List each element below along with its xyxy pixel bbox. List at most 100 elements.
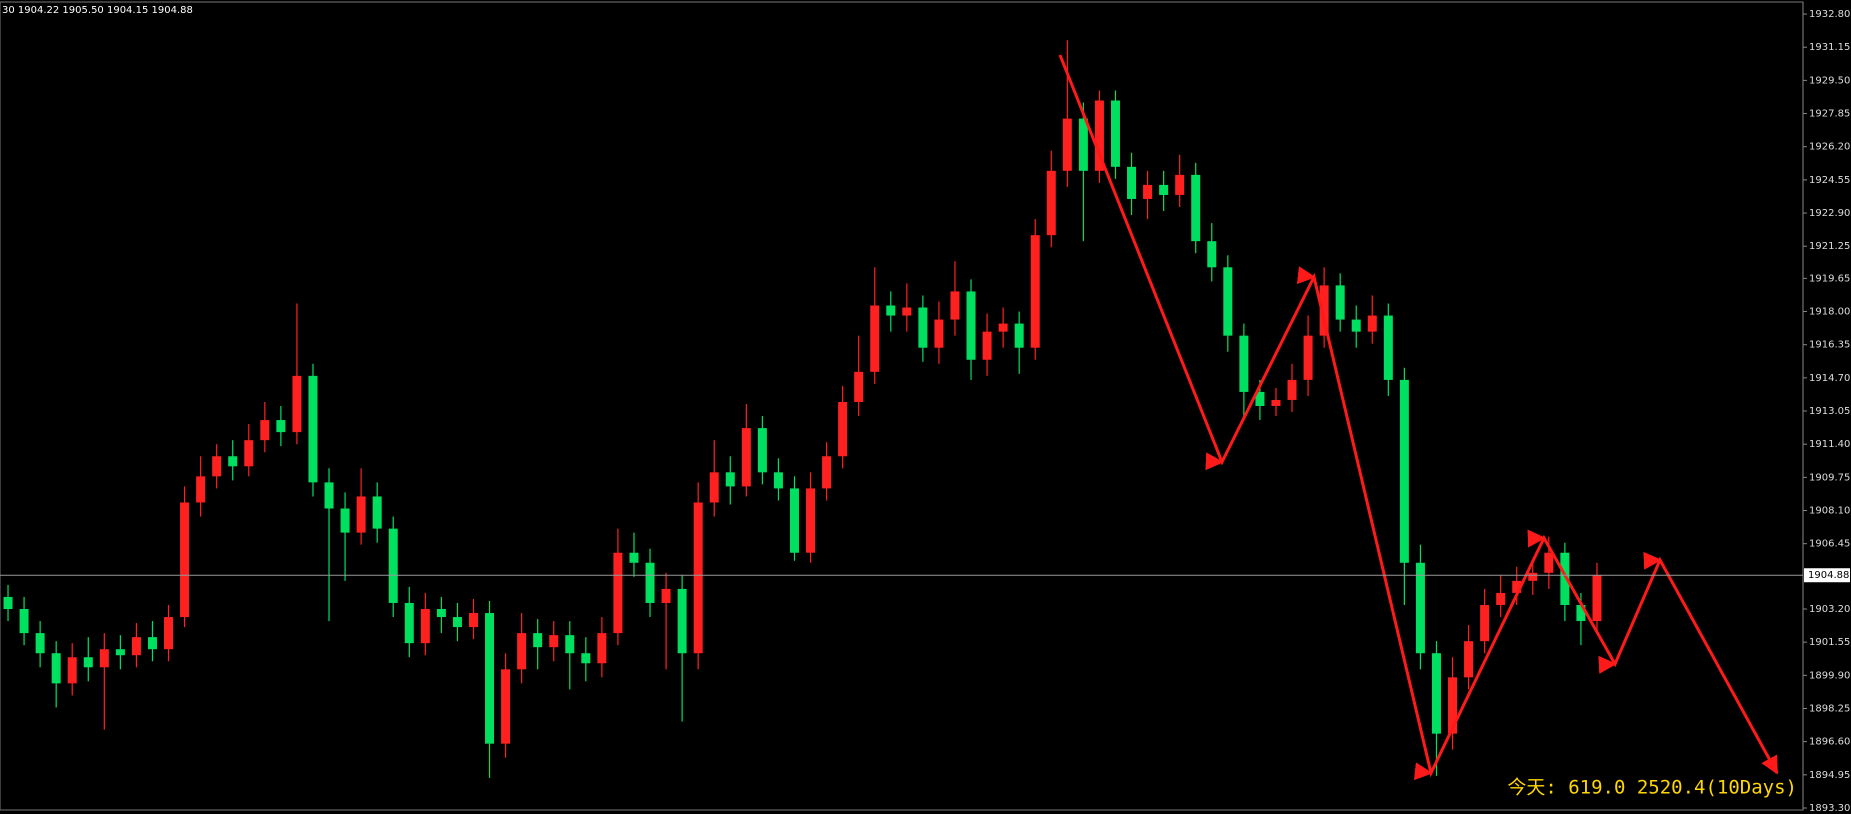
candle-body xyxy=(982,331,992,360)
candle-body xyxy=(436,609,446,618)
candle-body xyxy=(388,528,398,603)
candle-body xyxy=(757,428,767,473)
candle-body xyxy=(886,305,896,316)
y-tick-label: 1918.00 xyxy=(1809,307,1850,318)
candle-body xyxy=(1367,315,1377,332)
chart-title: 30 1904.22 1905.50 1904.15 1904.88 xyxy=(2,5,193,16)
candle-body xyxy=(565,635,575,654)
candle-body xyxy=(35,633,45,654)
candle-body xyxy=(966,291,976,360)
y-tick-label: 1932.80 xyxy=(1809,9,1850,20)
candle-body xyxy=(99,649,109,668)
candle-body xyxy=(1303,335,1313,380)
y-tick-label: 1919.65 xyxy=(1809,273,1850,284)
candle-body xyxy=(822,456,832,489)
candle-body xyxy=(918,307,928,348)
candle-body xyxy=(1159,184,1169,195)
candle-body xyxy=(3,596,13,610)
candle-body xyxy=(677,588,687,654)
candle-body xyxy=(131,637,141,656)
candle-body xyxy=(308,375,318,483)
candle-body xyxy=(1544,552,1554,573)
candle-body xyxy=(356,496,366,533)
y-tick-label: 1894.95 xyxy=(1809,770,1850,781)
candle-body xyxy=(115,649,125,656)
y-tick-label: 1927.85 xyxy=(1809,109,1850,120)
y-tick-label: 1921.25 xyxy=(1809,241,1850,252)
candle-body xyxy=(998,323,1008,332)
y-tick-label: 1916.35 xyxy=(1809,340,1850,351)
candle-body xyxy=(517,633,527,670)
y-tick-label: 1931.15 xyxy=(1809,42,1850,53)
candle-body xyxy=(180,502,190,618)
trend-arrows xyxy=(1058,54,1779,781)
y-tick-label: 1908.10 xyxy=(1809,506,1850,517)
candle-body xyxy=(1271,399,1281,406)
candle-body xyxy=(1078,118,1088,171)
y-tick-label: 1914.70 xyxy=(1809,373,1850,384)
y-tick-label: 1929.50 xyxy=(1809,75,1850,86)
candle-body xyxy=(741,428,751,487)
candle-body xyxy=(1030,235,1040,348)
candle-body xyxy=(693,502,703,654)
candle-body xyxy=(51,653,61,684)
y-tick-label: 1926.20 xyxy=(1809,142,1850,153)
candle-body xyxy=(485,613,495,744)
y-tick-label: 1906.45 xyxy=(1809,539,1850,550)
y-tick-label: 1893.30 xyxy=(1809,803,1850,814)
candle-body xyxy=(83,657,93,668)
current-price-label: 1904.88 xyxy=(1808,570,1849,581)
candle-body xyxy=(1207,241,1217,268)
candle-body xyxy=(292,375,302,433)
candle-body xyxy=(468,613,478,628)
y-tick-label: 1909.75 xyxy=(1809,472,1850,483)
candle-body xyxy=(1399,379,1409,563)
candles xyxy=(3,40,1602,778)
candle-body xyxy=(19,609,29,634)
candle-body xyxy=(1335,285,1345,320)
current-price-box xyxy=(1804,568,1850,583)
candle-body xyxy=(597,633,607,664)
candle-body xyxy=(1528,572,1538,581)
candle-body xyxy=(1223,267,1233,336)
candle-body xyxy=(1046,170,1056,236)
candle-body xyxy=(404,602,414,644)
candle-body xyxy=(902,307,912,316)
candle-body xyxy=(324,482,334,509)
candle-body xyxy=(950,291,960,320)
annotation: 今天: 619.0 2520.4(10Days) xyxy=(1507,777,1797,799)
candle-body xyxy=(645,562,655,603)
candle-body xyxy=(629,552,639,563)
candle-body xyxy=(838,401,848,457)
candle-body xyxy=(1094,100,1104,171)
candle-body xyxy=(1014,323,1024,348)
candle-body xyxy=(1431,653,1441,734)
candle-body xyxy=(1175,174,1185,195)
candle-body xyxy=(1143,184,1153,199)
candle-body xyxy=(1191,174,1201,242)
candle-body xyxy=(420,609,430,644)
candle-body xyxy=(1383,315,1393,380)
candle-body xyxy=(613,552,623,634)
candle-body xyxy=(1239,335,1249,392)
candle-body xyxy=(340,508,350,533)
candle-body xyxy=(709,472,719,503)
candle-body xyxy=(276,420,286,433)
candle-body xyxy=(1351,319,1361,332)
candle-body xyxy=(870,305,880,372)
y-tick-label: 1903.20 xyxy=(1809,604,1850,615)
candle-body xyxy=(1415,562,1425,654)
y-tick-label: 1924.55 xyxy=(1809,175,1850,186)
candle-body xyxy=(372,496,382,529)
candle-body xyxy=(501,669,511,744)
candle-body xyxy=(533,633,543,648)
candle-body xyxy=(581,653,591,664)
y-tick-label: 1896.60 xyxy=(1809,737,1850,748)
candle-body xyxy=(260,420,270,441)
candle-body xyxy=(725,472,735,487)
candle-body xyxy=(196,476,206,503)
candle-body xyxy=(854,371,864,402)
y-tick-label: 1898.25 xyxy=(1809,703,1850,714)
candle-body xyxy=(1127,166,1137,199)
candle-body xyxy=(549,635,559,648)
